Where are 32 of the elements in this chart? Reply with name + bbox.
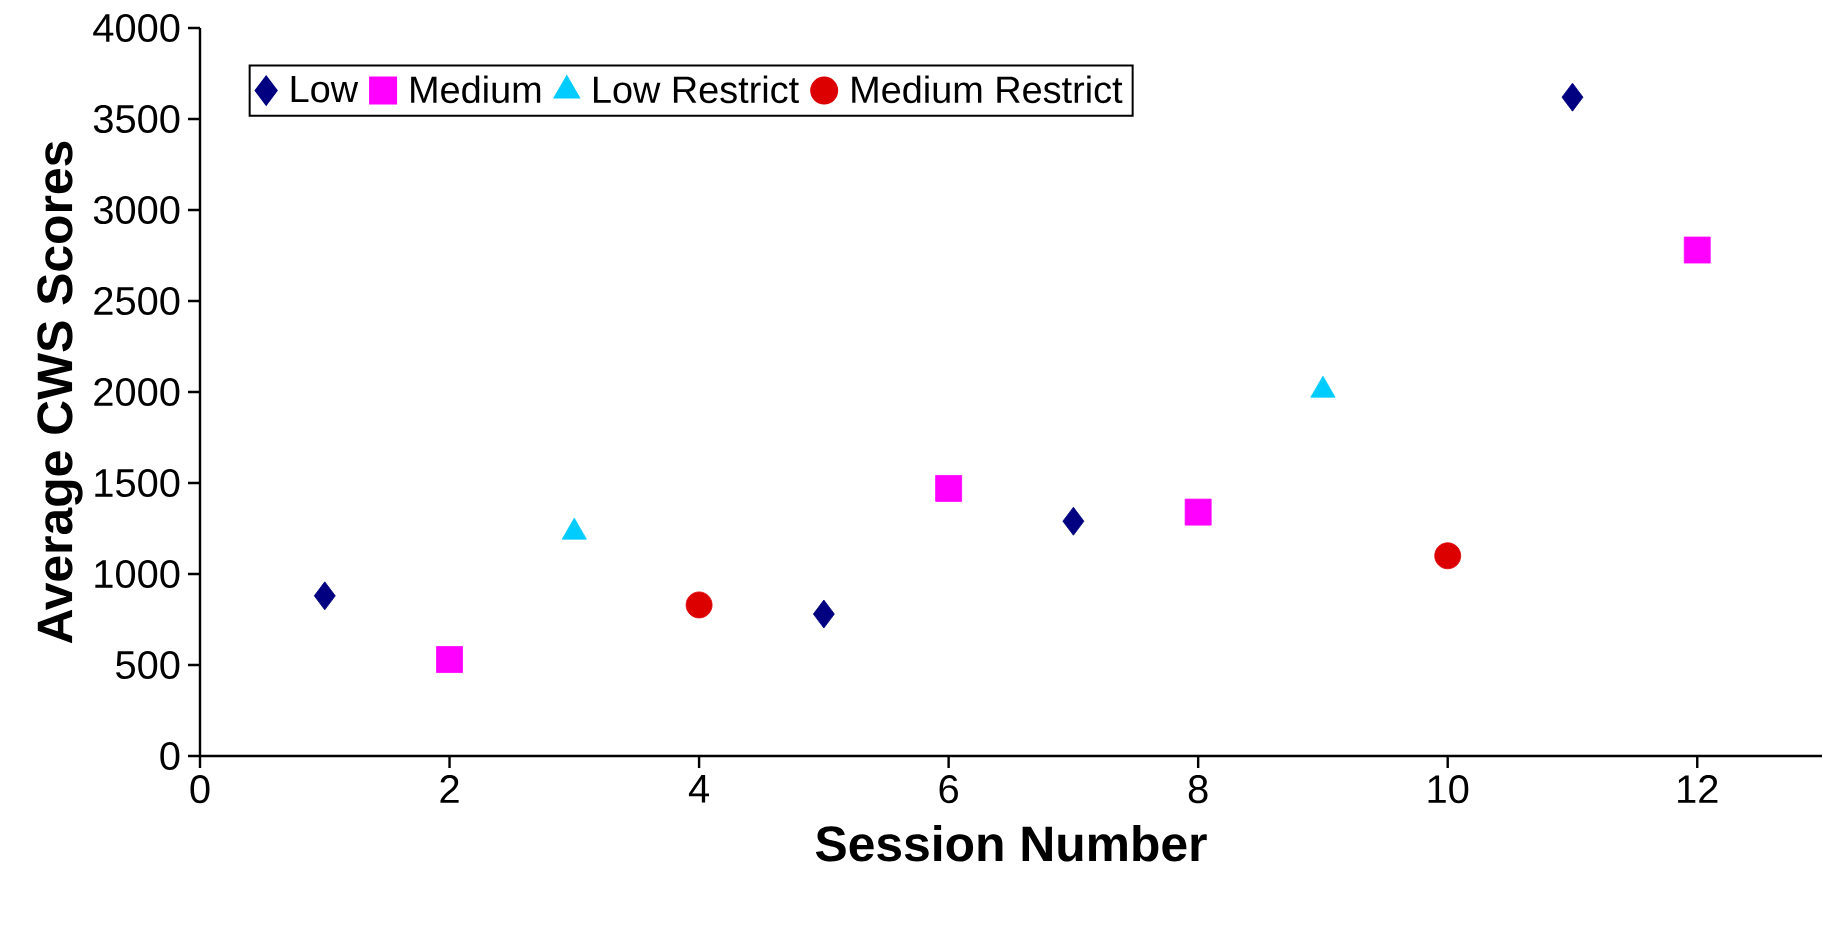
x-axis-title: Session Number xyxy=(815,824,1207,862)
point xyxy=(1683,236,1711,264)
y-tick-label: 2000 xyxy=(94,377,180,407)
point xyxy=(1184,498,1212,526)
x-tick-label: 6 xyxy=(939,775,958,804)
legend-label: Low Restrict xyxy=(594,75,799,104)
y-tick-label: 3000 xyxy=(93,195,180,225)
y-axis-title: Average CWS Scores xyxy=(37,141,83,644)
x-tick-label: 2 xyxy=(440,775,459,803)
y-tick-label: 2500 xyxy=(94,286,180,316)
y-tick-label: 0 xyxy=(160,741,180,771)
legend-label: Low xyxy=(291,76,359,103)
legend-label: Medium Restrict xyxy=(852,75,1123,104)
x-tick-label: 8 xyxy=(1188,775,1208,804)
legend-label: Medium xyxy=(411,75,541,104)
y-tick-label: 500 xyxy=(116,650,180,680)
y-tick-label: 4000 xyxy=(93,13,180,43)
y-tick-label: 1000 xyxy=(95,559,180,589)
point xyxy=(313,581,336,611)
point xyxy=(436,646,463,673)
y-tick-label: 3500 xyxy=(93,104,180,134)
x-tick-label: 12 xyxy=(1678,775,1718,803)
point xyxy=(812,599,835,629)
point xyxy=(1434,542,1462,570)
y-tick-label: 1500 xyxy=(95,468,180,498)
x-tick-label: 10 xyxy=(1428,775,1469,804)
point xyxy=(1062,506,1085,536)
point xyxy=(685,591,713,619)
x-tick-label: 0 xyxy=(190,775,210,804)
point xyxy=(1561,82,1584,112)
x-tick-label: 4 xyxy=(688,775,709,803)
point xyxy=(935,475,963,502)
